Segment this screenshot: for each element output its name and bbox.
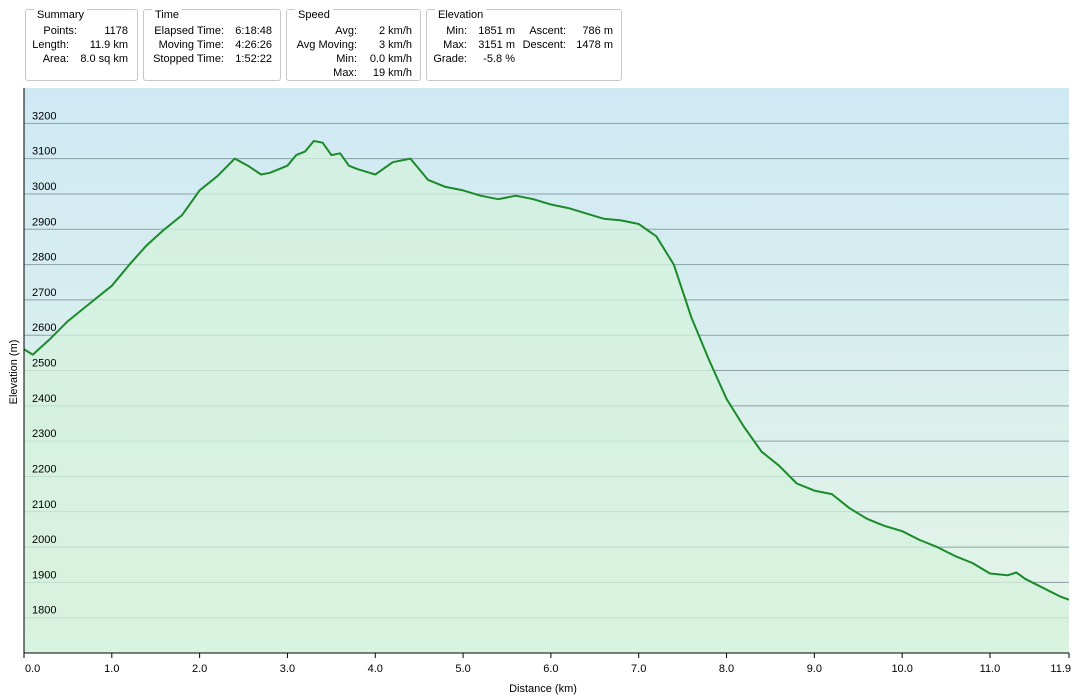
- max-speed-value: 19 km/h: [372, 67, 412, 79]
- x-tick-label: 6.0: [543, 663, 558, 675]
- avg-speed-value: 2 km/h: [378, 25, 412, 37]
- y-tick-label: 2700: [32, 287, 56, 299]
- speed-panel: Speed Avg: 2 km/h Avg Moving: 3 km/h Min…: [286, 9, 421, 81]
- x-tick-label: 3.0: [280, 663, 295, 675]
- x-tick-label: 4.0: [368, 663, 383, 675]
- elapsed-value: 6:18:48: [235, 25, 272, 37]
- elevation-chart: 1800 1900 2000 2100 2200 2300 2400 2500 2600 2700…: [8, 88, 1071, 695]
- x-tick-label: 10.0: [891, 663, 912, 675]
- y-tick-label: 3200: [32, 110, 56, 122]
- y-tick-label: 2400: [32, 393, 56, 405]
- y-tick-label: 2100: [32, 499, 56, 511]
- y-tick-label: 1800: [32, 605, 56, 617]
- summary-title: Summary: [34, 9, 88, 21]
- x-tick-label: 5.0: [455, 663, 470, 675]
- min-speed-label: Min:: [336, 53, 357, 65]
- summary-panel: Summary Points: 1178 Length: 11.9 km Are…: [25, 9, 138, 81]
- points-value: 1178: [104, 25, 128, 37]
- grade-value: -5.8 %: [483, 53, 515, 65]
- x-tick-label: 11.9: [1050, 663, 1071, 675]
- elevation-line: [23, 140, 1070, 601]
- stopped-value: 1:52:22: [235, 53, 272, 65]
- elev-max-label: Max:: [443, 39, 467, 51]
- length-label: Length:: [32, 39, 69, 51]
- y-tick-label: 2000: [32, 534, 56, 546]
- time-panel: Time Elapsed Time: 6:18:48 Moving Time: …: [143, 9, 281, 81]
- elapsed-label: Elapsed Time:: [154, 25, 224, 37]
- time-title: Time: [152, 9, 183, 21]
- x-tick-label: 8.0: [719, 663, 734, 675]
- length-value: 11.9 km: [89, 39, 128, 51]
- x-tick-label: 0.0: [25, 663, 40, 675]
- descent-label: Descent:: [522, 39, 566, 51]
- elevation-title: Elevation: [435, 9, 487, 21]
- stopped-label: Stopped Time:: [153, 53, 224, 65]
- elevation-panel: Elevation Min: 1851 m Max: 3151 m Grade:…: [426, 9, 622, 81]
- x-tick-label: 2.0: [192, 663, 207, 675]
- y-tick-label: 1900: [32, 569, 56, 581]
- moving-value: 4:26:26: [235, 39, 272, 51]
- y-tick-label: 2600: [32, 322, 56, 334]
- ascent-label: Ascent:: [529, 25, 566, 37]
- area-label: Area:: [42, 53, 69, 65]
- elev-min-value: 1851 m: [478, 25, 515, 37]
- moving-label: Moving Time:: [158, 39, 224, 51]
- y-tick-label: 3000: [32, 181, 56, 193]
- avg-moving-value: 3 km/h: [378, 39, 412, 51]
- grade-label: Grade:: [433, 53, 467, 65]
- max-speed-label: Max:: [333, 67, 357, 79]
- y-tick-label: 2300: [32, 428, 56, 440]
- y-axis-label: Elevation (m): [8, 340, 20, 405]
- x-tick-label: 1.0: [104, 663, 119, 675]
- elevation-area-fill: [24, 141, 1069, 653]
- avg-moving-label: Avg Moving:: [296, 39, 357, 51]
- y-tick-label: 2800: [32, 252, 56, 264]
- avg-speed-label: Avg:: [335, 25, 357, 37]
- elev-min-label: Min:: [446, 25, 467, 37]
- speed-title: Speed: [295, 9, 333, 21]
- points-label: Points:: [43, 25, 77, 37]
- y-tick-label: 2900: [32, 216, 56, 228]
- area-value: 8.0 sq km: [80, 53, 128, 65]
- x-tick-label: 9.0: [807, 663, 822, 675]
- x-tick-label: 7.0: [631, 663, 646, 675]
- ascent-value: 786 m: [582, 25, 613, 37]
- y-tick-label: 3100: [32, 146, 56, 158]
- x-tick-label: 11.0: [980, 663, 1001, 675]
- descent-value: 1478 m: [576, 39, 613, 51]
- y-axis-ticks: 1800 1900 2000 2100 2200 2300 2400 2500 2600 2700…: [32, 110, 56, 616]
- y-tick-label: 2500: [32, 358, 56, 370]
- x-axis-ticks: 0.0 1.0 2.0 3.0 4.0 5.0 6.0 7.0 8.0 9.0 10.0 11.0 11…: [23, 653, 1071, 675]
- elev-max-value: 3151 m: [478, 39, 515, 51]
- y-tick-label: 2200: [32, 463, 56, 475]
- min-speed-value: 0.0 km/h: [369, 53, 412, 65]
- x-axis-label: Distance (km): [509, 683, 577, 695]
